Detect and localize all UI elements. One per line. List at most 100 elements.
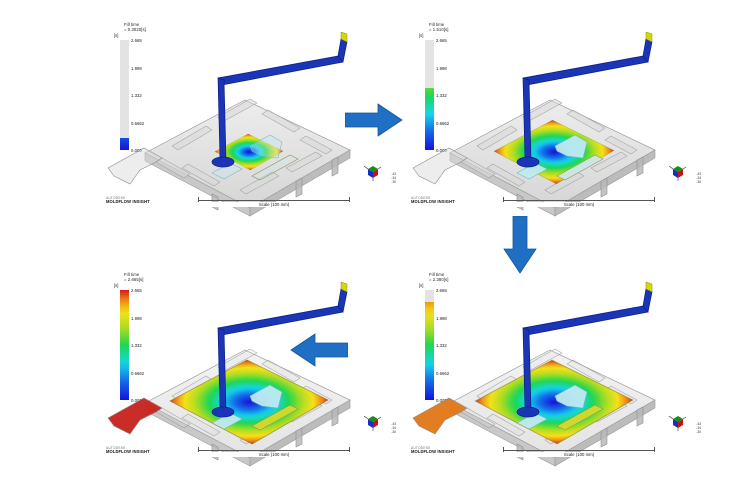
panel-footer: AUTODESK MOLDFLOW INSIGHT Scale (100 mm) (106, 446, 396, 462)
brand-moldflow-insight: MOLDFLOW INSIGHT (411, 449, 455, 455)
side-wing (107, 147, 163, 185)
legend-tick: 0.000 (436, 398, 447, 403)
moldflow-3d-view[interactable] (405, 268, 705, 468)
axis-coord: -43 (391, 422, 396, 426)
legend-tick: 0.6662 (131, 120, 145, 126)
arrow-right-icon (344, 103, 403, 137)
cavity-detail (211, 134, 299, 181)
legend-value-text: = 1.510[s] (429, 27, 449, 33)
axis-coord: -34 (391, 426, 396, 431)
moldflow-3d-view[interactable] (405, 18, 705, 218)
panel-footer: AUTODESK MOLDFLOW INSIGHT Scale (100 mm) (411, 446, 701, 462)
simulation-panel-step-3[interactable]: Fill time = 2.380[s] [s] 2.665 1.998 1.332 0.6… (405, 268, 705, 468)
legend-tick: 0.000 (131, 148, 142, 153)
fill-time-legend: Fill time = 1.510[s] [s] 2.665 1.998 1.332 0.6… (411, 22, 477, 182)
legend-unit: [s] (114, 282, 119, 288)
legend-tick: 1.332 (131, 93, 142, 98)
legend-tick-labels: 2.665 1.998 1.332 0.6662 0.000 (436, 288, 480, 403)
axis-triad-icon (363, 415, 382, 431)
scale-bar: Scale (100 mm) (503, 197, 655, 208)
simulation-panel-step-2[interactable]: Fill time = 1.510[s] [s] 2.665 1.998 1.332 0.6… (405, 18, 705, 218)
axis-coord: -43 (696, 172, 701, 176)
brand-moldflow-insight: MOLDFLOW INSIGHT (106, 449, 150, 455)
arrow-down-icon (503, 215, 537, 274)
axis-coord: -34 (696, 426, 701, 431)
axis-triad-coords: -43 -34 -30 (696, 172, 701, 184)
axis-coord: -43 (391, 172, 396, 176)
legend-colour-bar (120, 40, 129, 150)
legend-colour-bar (425, 40, 434, 150)
axis-coord: -30 (696, 430, 701, 435)
legend-title: Fill time = 2.380[s] (429, 272, 489, 282)
legend-unit: [s] (419, 32, 424, 38)
legend-tick: 0.6662 (436, 370, 450, 376)
moldflow-logo: AUTODESK MOLDFLOW INSIGHT (411, 446, 455, 455)
scale-bar-label: Scale (100 mm) (503, 201, 655, 207)
panel-footer: AUTODESK MOLDFLOW INSIGHT Scale (100 mm) (411, 196, 701, 212)
axis-triad[interactable]: -43 -34 -30 (667, 164, 701, 196)
axis-triad[interactable]: -43 -34 -30 (362, 414, 396, 446)
scale-bar: Scale (100 mm) (198, 447, 350, 458)
scale-bar-label: Scale (100 mm) (503, 451, 655, 457)
legend-tick: 2.665 (131, 38, 142, 43)
moldflow-logo: AUTODESK MOLDFLOW INSIGHT (106, 446, 150, 455)
side-wing (412, 147, 468, 185)
axis-coord: -43 (696, 422, 701, 426)
legend-title: Fill time = 0.3020[s] (124, 22, 184, 32)
axis-coord: -30 (391, 430, 396, 435)
axis-triad-icon (668, 165, 687, 181)
polymer-fill (214, 133, 284, 171)
legend-tick: 1.998 (436, 65, 447, 71)
legend-tick: 2.665 (436, 38, 447, 43)
legend-colour-bar (425, 290, 434, 400)
cavity-detail (516, 384, 604, 431)
arrow-left-icon (290, 333, 349, 367)
legend-tick-labels: 2.665 1.998 1.332 0.6662 0.000 (436, 38, 480, 153)
scale-bar-label: Scale (100 mm) (198, 451, 350, 457)
legend-tick: 1.998 (436, 315, 447, 321)
fill-time-legend: Fill time = 2.380[s] [s] 2.665 1.998 1.332 0.6… (411, 272, 477, 432)
axis-triad[interactable]: -43 -34 -30 (667, 414, 701, 446)
cavity-detail (516, 134, 604, 181)
brand-autodesk: AUTODESK (411, 196, 431, 200)
scale-bar: Scale (100 mm) (503, 447, 655, 458)
cavity-detail (211, 384, 299, 431)
legend-colour-bar-fill (120, 137, 129, 150)
simulation-panel-step-1[interactable]: Fill time = 0.3020[s] [s] 2.665 1.998 1.332 0.… (100, 18, 400, 218)
legend-tick-labels: 2.665 1.998 1.332 0.6662 0.000 (131, 288, 175, 403)
scale-bar: Scale (100 mm) (198, 197, 350, 208)
brand-autodesk: AUTODESK (106, 196, 126, 200)
panel-footer: AUTODESK MOLDFLOW INSIGHT Scale (100 mm) (106, 196, 396, 212)
legend-colour-bar (120, 290, 129, 400)
axis-coord: -34 (696, 176, 701, 181)
legend-tick: 1.998 (131, 65, 142, 71)
legend-title: Fill time = 1.510[s] (429, 22, 489, 32)
axis-triad[interactable]: -43 -34 -30 (362, 164, 396, 196)
axis-triad-icon (668, 415, 687, 431)
axis-triad-coords: -43 -34 -30 (391, 422, 396, 434)
runner-system (516, 281, 653, 418)
legend-tick: 1.332 (131, 343, 142, 348)
brand-autodesk: AUTODESK (411, 446, 431, 450)
legend-tick: 2.665 (131, 288, 142, 293)
simulation-panel-step-4[interactable]: Fill time = 2.665[s] [s] 2.665 1.998 1.332 0.6… (100, 268, 400, 468)
legend-colour-bar-fill (425, 87, 434, 150)
legend-tick-labels: 2.665 1.998 1.332 0.6662 0.000 (131, 38, 175, 153)
moldflow-logo: AUTODESK MOLDFLOW INSIGHT (106, 196, 150, 205)
runner-system (211, 31, 348, 168)
legend-value-text: = 0.3020[s] (124, 27, 146, 33)
legend-unit: [s] (114, 32, 119, 38)
legend-tick: 0.000 (436, 148, 447, 153)
runner-system (516, 31, 653, 168)
legend-tick: 0.6662 (131, 370, 145, 376)
side-wing (107, 397, 163, 435)
legend-tick: 1.332 (436, 93, 447, 98)
axis-coord: -34 (391, 176, 396, 181)
legend-colour-bar-fill (425, 301, 434, 400)
legend-tick: 1.332 (436, 343, 447, 348)
side-wing (412, 397, 468, 435)
legend-tick: 1.998 (131, 315, 142, 321)
legend-value-text: = 2.380[s] (429, 277, 449, 283)
brand-autodesk: AUTODESK (106, 446, 126, 450)
moldflow-3d-view[interactable] (100, 268, 400, 468)
